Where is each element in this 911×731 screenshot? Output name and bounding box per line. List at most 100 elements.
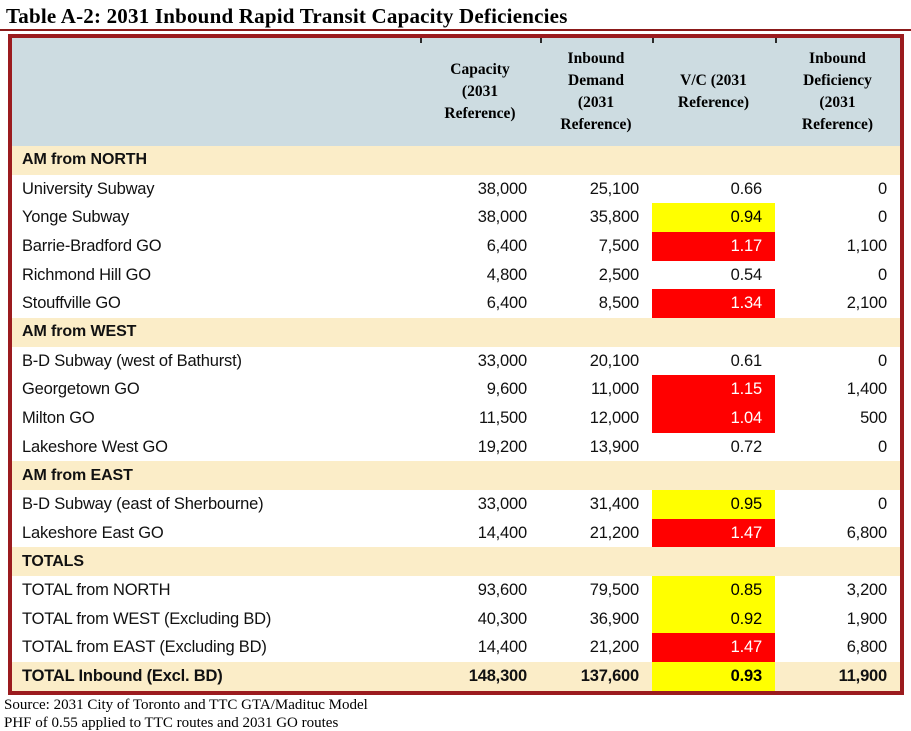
vc-value: 1.17 — [652, 232, 775, 261]
vc-value: 1.34 — [652, 289, 775, 319]
table-row: TOTAL from NORTH 93,600 79,500 0.85 3,200 — [12, 576, 900, 605]
demand-value: 12,000 — [589, 408, 639, 427]
table-row: Stouffville GO 6,400 8,500 1.34 2,100 — [12, 289, 900, 319]
route-label: Stouffville GO — [22, 294, 121, 313]
deficiency-value: 0 — [878, 265, 887, 284]
vc-value: 0.85 — [652, 576, 775, 605]
route-label: Georgetown GO — [22, 380, 140, 399]
capacity-value: 38,000 — [477, 179, 527, 198]
deficiency-value: 11,900 — [838, 666, 888, 685]
vc-value: 0.72 — [730, 437, 763, 456]
route-label: Lakeshore East GO — [22, 523, 164, 542]
deficiency-value: 6,800 — [846, 638, 887, 657]
vc-value: 0.94 — [652, 203, 775, 233]
deficiency-value: 0 — [878, 437, 887, 456]
section-header-row: TOTALS — [12, 547, 900, 577]
vc-value: 0.93 — [652, 662, 775, 691]
section-header-row: AM from EAST — [12, 461, 900, 491]
table-title: Table A-2: 2031 Inbound Rapid Transit Ca… — [0, 0, 911, 31]
vc-value: 0.54 — [730, 265, 763, 284]
route-label: University Subway — [22, 179, 155, 198]
capacity-value: 38,000 — [477, 208, 527, 227]
demand-value: 8,500 — [598, 294, 639, 313]
vc-value: 1.47 — [652, 633, 775, 663]
header-vc: V/C (2031 Reference) — [677, 72, 750, 111]
capacity-value: 9,600 — [486, 380, 527, 399]
table-body: AM from NORTH University Subway 38,000 25,1… — [12, 146, 900, 691]
capacity-value: 93,600 — [477, 580, 527, 599]
route-label: Milton GO — [22, 408, 95, 427]
vc-value: 0.95 — [652, 490, 775, 519]
header-inbound-deficiency: Inbound Deficiency (2031 Reference) — [801, 50, 874, 133]
vc-value: 1.04 — [652, 404, 775, 433]
table-row: University Subway 38,000 25,100 0.66 0 — [12, 174, 900, 204]
column-divider-tick — [775, 38, 777, 43]
deficiency-value: 0 — [878, 179, 887, 198]
deficiency-value: 1,100 — [846, 236, 887, 255]
column-divider-tick — [540, 38, 542, 43]
vc-value: 0.61 — [730, 351, 763, 370]
section-label: AM from WEST — [22, 323, 137, 341]
section-header-row: AM from WEST — [12, 318, 900, 347]
table-row: B-D Subway (east of Sherbourne) 33,000 31,… — [12, 490, 900, 519]
source-note: Source: 2031 City of Toronto and TTC GTA… — [4, 696, 368, 713]
section-header-row: AM from NORTH — [12, 146, 900, 175]
route-label: TOTAL from EAST (Excluding BD) — [22, 638, 267, 657]
table-row: Barrie-Bradford GO 6,400 7,500 1.17 1,100 — [12, 232, 900, 261]
route-label: Lakeshore West GO — [22, 437, 168, 456]
deficiency-value: 0 — [878, 351, 887, 370]
table-header-row: Capacity (2031 Reference) Inbound Demand… — [12, 38, 900, 146]
deficiency-value: 1,900 — [846, 609, 887, 628]
capacity-value: 14,400 — [477, 638, 527, 657]
demand-value: 79,500 — [589, 580, 639, 599]
demand-value: 31,400 — [589, 494, 639, 513]
deficiency-value: 0 — [878, 208, 887, 227]
capacity-value: 6,400 — [486, 236, 527, 255]
demand-value: 2,500 — [598, 265, 639, 284]
demand-value: 7,500 — [598, 236, 639, 255]
capacity-value: 33,000 — [477, 351, 527, 370]
capacity-value: 19,200 — [477, 437, 527, 456]
route-label: Yonge Subway — [22, 208, 130, 227]
table-row: Richmond Hill GO 4,800 2,500 0.54 0 — [12, 260, 900, 290]
capacity-value: 148,300 — [468, 666, 527, 685]
section-label: AM from EAST — [22, 466, 133, 484]
deficiency-value: 500 — [860, 408, 887, 427]
capacity-value: 11,500 — [478, 408, 527, 427]
route-label: TOTAL Inbound (Excl. BD) — [22, 666, 223, 685]
route-label: TOTAL from NORTH — [22, 580, 171, 599]
deficiency-value: 3,200 — [846, 580, 887, 599]
header-capacity: Capacity (2031 Reference) — [444, 61, 516, 122]
route-label: Richmond Hill GO — [22, 265, 151, 284]
route-label: B-D Subway (west of Bathurst) — [22, 351, 242, 370]
vc-value: 1.47 — [652, 518, 775, 548]
section-label: TOTALS — [22, 552, 84, 570]
table-row: Yonge Subway 38,000 35,800 0.94 0 — [12, 203, 900, 233]
table-row: Milton GO 11,500 12,000 1.04 500 — [12, 404, 900, 433]
demand-value: 20,100 — [589, 351, 639, 370]
deficiency-value: 0 — [878, 494, 887, 513]
route-label: TOTAL from WEST (Excluding BD) — [22, 609, 272, 628]
capacity-table: Capacity (2031 Reference) Inbound Demand… — [8, 34, 904, 695]
table-row: TOTAL Inbound (Excl. BD) 148,300 137,600 0.… — [12, 662, 900, 691]
demand-value: 137,600 — [580, 666, 639, 685]
demand-value: 25,100 — [589, 179, 639, 198]
header-inbound-demand: Inbound Demand (2031 Reference) — [560, 50, 632, 133]
route-label: B-D Subway (east of Sherbourne) — [22, 494, 264, 513]
demand-value: 21,200 — [589, 523, 639, 542]
deficiency-value: 1,400 — [846, 380, 887, 399]
table-row: Lakeshore West GO 19,200 13,900 0.72 0 — [12, 432, 900, 462]
demand-value: 11,000 — [590, 380, 639, 399]
table-row: B-D Subway (west of Bathurst) 33,000 20,10… — [12, 346, 900, 376]
table-row: TOTAL from EAST (Excluding BD) 14,400 21,2… — [12, 633, 900, 663]
section-label: AM from NORTH — [22, 151, 147, 169]
vc-value: 0.66 — [730, 179, 763, 198]
deficiency-value: 2,100 — [846, 294, 887, 313]
column-divider-tick — [652, 38, 654, 43]
vc-value: 0.92 — [652, 604, 775, 634]
capacity-value: 33,000 — [477, 494, 527, 513]
capacity-value: 14,400 — [477, 523, 527, 542]
table-row: Lakeshore East GO 14,400 21,200 1.47 6,800 — [12, 518, 900, 548]
route-label: Barrie-Bradford GO — [22, 236, 162, 255]
capacity-value: 40,300 — [477, 609, 527, 628]
